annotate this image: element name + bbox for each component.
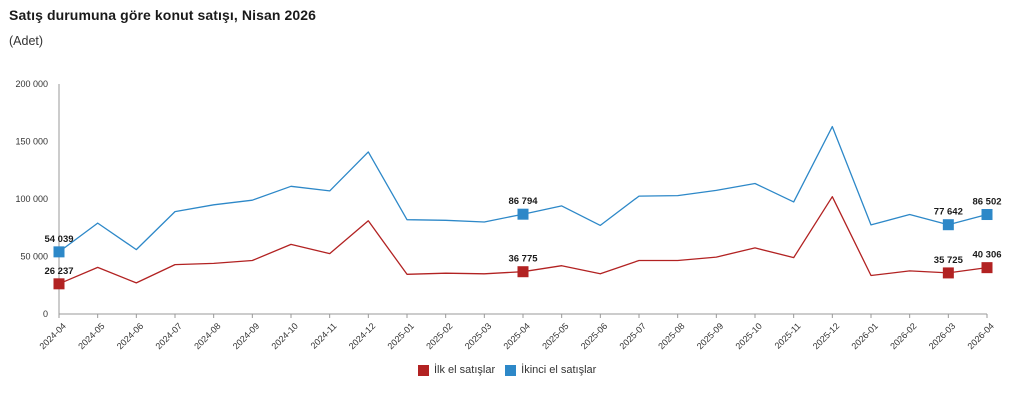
- x-tick-label: 2024-11: [309, 321, 339, 351]
- x-tick-label: 2025-07: [618, 321, 648, 351]
- data-label-ikinci-el: 86 502: [972, 197, 1001, 208]
- x-tick-label: 2024-07: [154, 321, 184, 351]
- x-tick-label: 2025-09: [695, 321, 725, 351]
- x-tick-label: 2025-10: [734, 321, 764, 351]
- y-tick-label: 200 000: [15, 79, 48, 89]
- legend-swatch-ilk-el: [418, 364, 429, 376]
- x-tick-label: 2026-01: [850, 321, 880, 351]
- legend-swatch-ikinci-el: [505, 364, 517, 376]
- data-label-ikinci-el: 77 642: [934, 207, 963, 218]
- data-label-ikinci-el: 86 794: [508, 196, 538, 207]
- chart-subtitle: (Adet): [9, 34, 44, 48]
- x-tick-label: 2026-03: [927, 321, 957, 351]
- data-marker-ikinci-el: [53, 246, 65, 258]
- line-chart: 0 50 000 100 000 150 000 200 000 2024-04 2024-…: [15, 79, 1001, 351]
- x-tick-label: 2025-11: [773, 321, 803, 351]
- data-marker-ilk-el: [981, 262, 993, 274]
- data-label-ilk-el: 26 237: [44, 266, 73, 277]
- legend: İlk el satışlar İkinci el satışlar: [418, 364, 606, 376]
- x-tick-label: 2024-09: [231, 321, 261, 351]
- y-tick-label: 100 000: [15, 194, 48, 204]
- x-tick-label: 2025-08: [656, 321, 686, 351]
- x-tick-label: 2025-03: [463, 321, 493, 351]
- y-tick-label: 150 000: [15, 137, 48, 147]
- x-tick-label: 2024-04: [38, 321, 68, 351]
- legend-label-ilk-el: İlk el satışlar: [434, 364, 496, 376]
- x-tick-label: 2024-08: [192, 321, 222, 351]
- legend-label-ikinci-el: İkinci el satışlar: [521, 364, 597, 376]
- data-label-ilk-el: 35 725: [934, 255, 964, 266]
- x-tick-label: 2025-02: [424, 321, 454, 351]
- x-tick-label: 2024-06: [115, 321, 145, 351]
- data-marker-ilk-el: [53, 278, 65, 290]
- chart-title: Satış durumuna göre konut satışı, Nisan …: [9, 7, 317, 23]
- series-line-ikinci-el: [58, 125, 988, 253]
- data-label-ilk-el: 36 775: [508, 254, 538, 265]
- x-tick-label: 2024-12: [347, 321, 377, 351]
- data-marker-ilk-el: [942, 267, 954, 279]
- x-tick-label: 2026-04: [966, 321, 996, 351]
- y-tick-label: 0: [43, 309, 48, 319]
- data-label-ikinci-el: 54 039: [44, 234, 73, 245]
- x-tick-label: 2024-10: [270, 321, 300, 351]
- y-tick-label: 50 000: [20, 252, 48, 262]
- legend-item-ilk-el[interactable]: İlk el satışlar: [418, 364, 495, 376]
- x-tick-label: 2025-06: [579, 321, 609, 351]
- x-tick-label: 2025-05: [540, 321, 570, 351]
- data-marker-ikinci-el: [517, 208, 529, 220]
- x-tick-label: 2026-02: [888, 321, 918, 351]
- x-tick-label: 2025-12: [811, 321, 841, 351]
- data-marker-ikinci-el: [981, 209, 993, 221]
- data-marker-ikinci-el: [942, 219, 954, 231]
- x-tick-label: 2025-01: [386, 321, 416, 351]
- legend-item-ikinci-el[interactable]: İkinci el satışlar: [505, 364, 596, 376]
- data-marker-ilk-el: [517, 266, 529, 278]
- x-tick-label: 2025-04: [502, 321, 532, 351]
- data-label-ilk-el: 40 306: [972, 250, 1001, 261]
- x-tick-label: 2024-05: [76, 321, 106, 351]
